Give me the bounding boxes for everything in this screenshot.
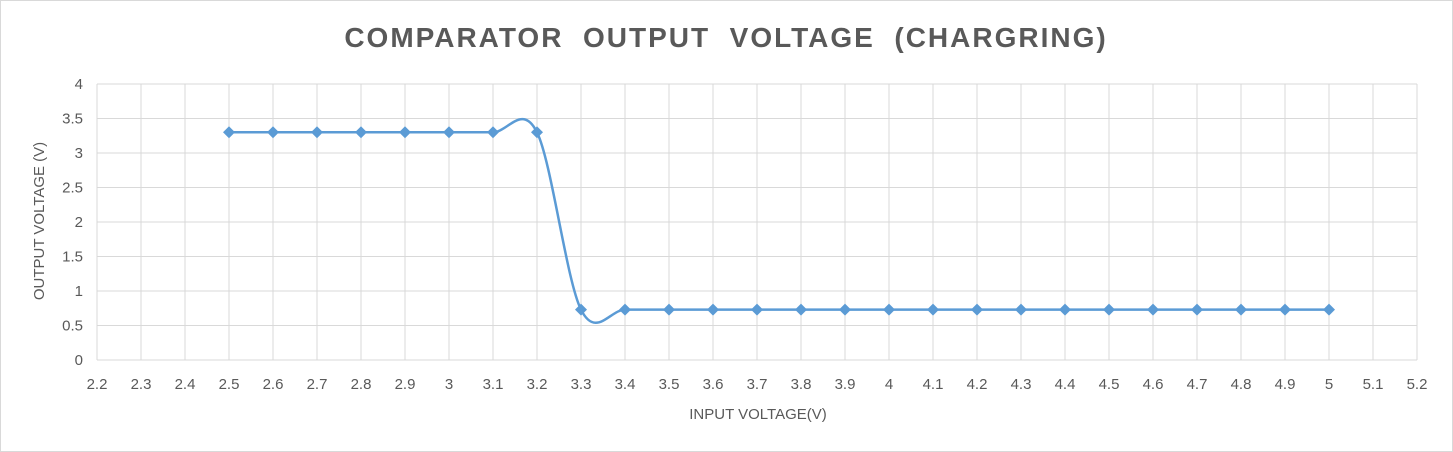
x-tick-label: 4.5	[1099, 376, 1120, 393]
x-tick-label: 3.4	[615, 376, 636, 393]
x-tick-label: 4	[885, 376, 893, 393]
y-tick-label: 4	[75, 76, 83, 93]
chart-title: COMPARATOR OUTPUT VOLTAGE (CHARGRING)	[344, 22, 1107, 53]
x-tick-label: 2.8	[351, 376, 372, 393]
x-tick-labels: 2.2 2.3 2.4 2.5 2.6 2.7 2.8 2.9 3 3.1 3.2 3.3 3.4 3.5…	[87, 376, 1428, 393]
series-line	[229, 117, 1329, 324]
data-point-marker	[1015, 303, 1027, 316]
y-tick-labels: 0 0.5 1 1.5 2 2.5 3 3.5 4	[62, 76, 83, 369]
grid-layer	[96, 83, 1418, 361]
series-layer	[223, 117, 1335, 324]
data-point-marker	[267, 126, 279, 139]
data-point-marker	[1235, 303, 1247, 316]
x-tick-label: 2.3	[131, 376, 152, 393]
x-tick-label: 2.9	[395, 376, 416, 393]
y-tick-label: 2	[75, 214, 83, 231]
x-tick-label: 3.1	[483, 376, 504, 393]
data-point-marker	[971, 303, 983, 316]
x-tick-label: 3.9	[835, 376, 856, 393]
data-point-marker	[223, 126, 235, 139]
x-tick-label: 5.1	[1363, 376, 1384, 393]
x-tick-label: 3.3	[571, 376, 592, 393]
x-tick-label: 2.6	[263, 376, 284, 393]
data-point-marker	[531, 126, 543, 139]
data-point-marker	[575, 303, 587, 316]
data-point-marker	[1191, 303, 1203, 316]
x-tick-label: 3	[445, 376, 453, 393]
data-point-marker	[839, 303, 851, 316]
data-point-marker	[663, 303, 675, 316]
data-point-marker	[619, 303, 631, 316]
x-tick-label: 3.6	[703, 376, 724, 393]
data-point-marker	[355, 126, 367, 139]
data-point-marker	[795, 303, 807, 316]
data-point-marker	[751, 303, 763, 316]
y-tick-label: 1.5	[62, 249, 83, 266]
x-tick-label: 4.1	[923, 376, 944, 393]
x-tick-label: 2.4	[175, 376, 196, 393]
data-point-marker	[311, 126, 323, 139]
y-tick-label: 1	[75, 283, 83, 300]
data-point-marker	[1279, 303, 1291, 316]
x-tick-label: 4.7	[1187, 376, 1208, 393]
y-tick-label: 3	[75, 145, 83, 162]
x-tick-label: 4.4	[1055, 376, 1076, 393]
data-point-marker	[1103, 303, 1115, 316]
data-point-marker	[707, 303, 719, 316]
x-tick-label: 3.7	[747, 376, 768, 393]
x-tick-label: 4.6	[1143, 376, 1164, 393]
x-axis-label: INPUT VOLTAGE(V)	[689, 406, 827, 423]
data-point-marker	[443, 126, 455, 139]
x-tick-label: 3.8	[791, 376, 812, 393]
data-point-marker	[1059, 303, 1071, 316]
y-tick-label: 3.5	[62, 111, 83, 128]
x-tick-label: 4.9	[1275, 376, 1296, 393]
data-point-marker	[1323, 303, 1335, 316]
x-tick-label: 5	[1325, 376, 1333, 393]
data-point-marker	[927, 303, 939, 316]
x-tick-label: 4.2	[967, 376, 988, 393]
data-point-marker	[399, 126, 411, 139]
data-point-marker	[487, 126, 499, 139]
y-tick-label: 2.5	[62, 180, 83, 197]
y-tick-label: 0	[75, 352, 83, 369]
x-tick-label: 2.5	[219, 376, 240, 393]
x-tick-label: 5.2	[1407, 376, 1428, 393]
x-tick-label: 4.3	[1011, 376, 1032, 393]
x-tick-label: 2.7	[307, 376, 328, 393]
y-tick-label: 0.5	[62, 318, 83, 335]
x-tick-label: 3.5	[659, 376, 680, 393]
y-axis-label: OUTPUT VOLTAGE (V)	[31, 142, 48, 300]
x-tick-label: 4.8	[1231, 376, 1252, 393]
x-tick-label: 3.2	[527, 376, 548, 393]
data-point-marker	[883, 303, 895, 316]
data-point-marker	[1147, 303, 1159, 316]
x-tick-label: 2.2	[87, 376, 108, 393]
